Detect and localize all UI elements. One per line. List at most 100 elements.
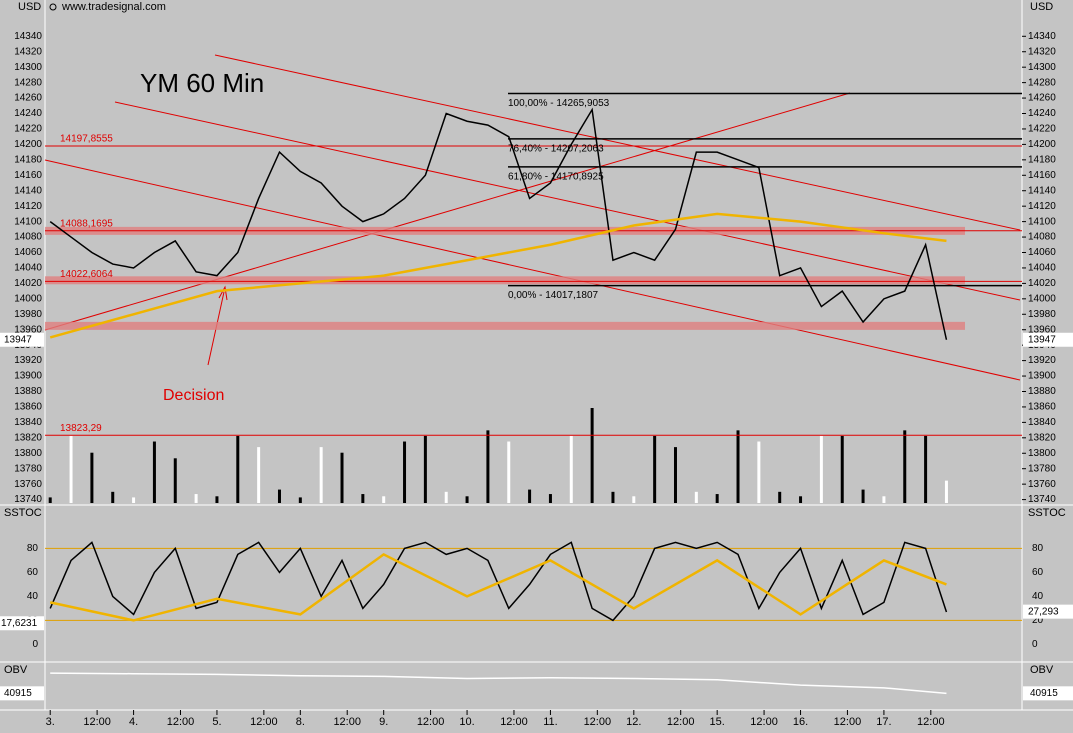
panel-label: OBV (4, 664, 28, 676)
y-tick-label: 13860 (1028, 402, 1056, 413)
volume-bar (715, 494, 719, 503)
marker-box (1023, 604, 1073, 619)
arrow-head (218, 285, 228, 301)
y-tick-label: 0 (32, 639, 38, 650)
y-tick-label: 13900 (1028, 371, 1056, 382)
y-tick-label: 14120 (14, 201, 42, 212)
y-tick-label: 13800 (14, 448, 42, 459)
series-line (49, 541, 948, 622)
y-tick-label: 14060 (1028, 247, 1056, 258)
series-line (49, 552, 947, 622)
y-tick-label: 14040 (14, 263, 42, 274)
y-tick-label: 14120 (1028, 201, 1056, 212)
volume-bar (924, 435, 928, 503)
y-tick-label: 0 (1032, 639, 1038, 650)
y-tick-label: 13920 (1028, 355, 1056, 366)
volume-bar (944, 480, 948, 503)
y-tick-label: 14180 (14, 154, 42, 165)
y-tick-label: 13960 (14, 324, 42, 335)
volume-bar (111, 491, 115, 503)
series-line (49, 212, 947, 339)
y-tick-label: 14260 (14, 93, 42, 104)
y-tick-label: 14160 (1028, 170, 1056, 181)
marker: 27,293 (1028, 606, 1059, 617)
volume-bar (48, 497, 52, 503)
volume-bar (277, 489, 281, 503)
volume-bar (215, 496, 219, 503)
volume-bar (319, 447, 323, 503)
y-tick-label: 14340 (1028, 31, 1056, 42)
x-tick-label: 12:00 (250, 716, 278, 728)
level-label: 14088,1695 (60, 218, 113, 229)
source-icon (49, 3, 57, 11)
x-tick-label: 11. (543, 716, 557, 728)
level-label: 14022,6064 (60, 269, 113, 280)
x-tick-label: 5. (212, 716, 221, 728)
y-tick-label: 13880 (14, 386, 42, 397)
y-tick-label: 14000 (14, 293, 42, 304)
y-tick-label: 14300 (1028, 62, 1056, 73)
volume-bar (132, 497, 136, 503)
volume-bar (152, 441, 156, 503)
y-axis-label: USD (1030, 1, 1053, 13)
volume-bar (444, 491, 448, 503)
y-tick-label: 14100 (14, 216, 42, 227)
x-tick-label: 16. (793, 716, 808, 728)
y-tick-label: 14280 (1028, 77, 1056, 88)
marker: 40915 (4, 688, 32, 699)
level-label: 13823,29 (60, 423, 102, 434)
trend-line (44, 92, 851, 331)
trend-line (214, 54, 1021, 231)
y-tick-label: 13740 (1028, 494, 1056, 505)
x-tick-label: 12:00 (834, 716, 862, 728)
y-tick-label: 40 (27, 591, 39, 602)
volume-bar (257, 447, 261, 503)
fib-label: 0,00% - 14017,1807 (508, 290, 599, 301)
volume-bar (548, 494, 552, 503)
y-tick-label: 13840 (1028, 417, 1056, 428)
volume-bar (590, 408, 594, 503)
marker-box (1023, 686, 1073, 701)
x-tick-label: 12:00 (167, 716, 195, 728)
y-tick-label: 14100 (1028, 216, 1056, 227)
panel-label: SSTOC (4, 507, 42, 519)
x-tick-label: 12:00 (584, 716, 612, 728)
volume-bar (736, 430, 740, 503)
y-tick-label: 14320 (14, 46, 42, 57)
volume-bar (840, 435, 844, 503)
y-tick-label: 13740 (14, 494, 42, 505)
volume-bar (507, 441, 511, 503)
panel-label: OBV (1030, 664, 1054, 676)
y-tick-label: 14000 (1028, 293, 1056, 304)
x-tick-label: 12:00 (500, 716, 528, 728)
y-tick-label: 20 (1032, 615, 1044, 626)
volume-bar (173, 458, 177, 503)
annotation: Decision (163, 387, 224, 404)
price-marker: 13947 (1028, 334, 1056, 345)
y-tick-label: 13880 (1028, 386, 1056, 397)
volume-bar (465, 496, 469, 503)
volume-bar (778, 491, 782, 503)
price-marker-box (0, 332, 44, 347)
y-tick-label: 14340 (14, 31, 42, 42)
y-tick-label: 14140 (1028, 185, 1056, 196)
volume-bar (298, 497, 302, 503)
y-tick-label: 14080 (1028, 232, 1056, 243)
fib-label: 100,00% - 14265,9053 (508, 98, 610, 109)
y-tick-label: 13760 (1028, 479, 1056, 490)
y-tick-label: 14040 (1028, 263, 1056, 274)
y-tick-label: 14080 (14, 232, 42, 243)
y-tick-label: 13860 (14, 402, 42, 413)
price-marker: 13947 (4, 334, 32, 345)
y-tick-label: 13820 (1028, 432, 1056, 443)
marker: 17,6231 (1, 618, 38, 629)
volume-bar (528, 489, 532, 503)
x-tick-label: 17. (876, 716, 891, 728)
y-tick-label: 14160 (14, 170, 42, 181)
y-tick-label: 14200 (1028, 139, 1056, 150)
y-tick-label: 14300 (14, 62, 42, 73)
y-tick-label: 14020 (14, 278, 42, 289)
y-tick-label: 13920 (14, 355, 42, 366)
